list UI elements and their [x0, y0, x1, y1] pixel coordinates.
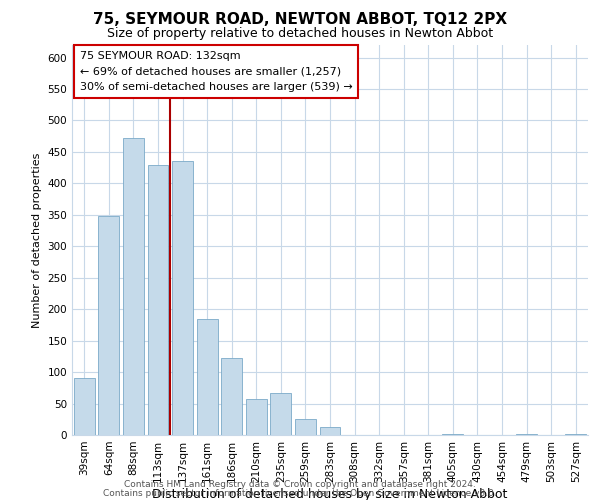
- Bar: [123, 138, 144, 435]
- Bar: [148, 164, 169, 435]
- Bar: [271, 393, 292, 435]
- Text: Contains HM Land Registry data © Crown copyright and database right 2024.: Contains HM Land Registry data © Crown c…: [124, 480, 476, 489]
- Bar: [442, 434, 463, 435]
- Bar: [172, 162, 193, 435]
- Text: Size of property relative to detached houses in Newton Abbot: Size of property relative to detached ho…: [107, 28, 493, 40]
- Bar: [320, 428, 340, 435]
- X-axis label: Distribution of detached houses by size in Newton Abbot: Distribution of detached houses by size …: [152, 488, 508, 500]
- Y-axis label: Number of detached properties: Number of detached properties: [32, 152, 42, 328]
- Text: Contains public sector information licensed under the Open Government Licence v3: Contains public sector information licen…: [103, 488, 497, 498]
- Bar: [516, 434, 537, 435]
- Bar: [98, 216, 119, 435]
- Bar: [246, 399, 267, 435]
- Bar: [295, 420, 316, 435]
- Bar: [74, 378, 95, 435]
- Bar: [565, 434, 586, 435]
- Bar: [221, 358, 242, 435]
- Bar: [197, 318, 218, 435]
- Text: 75 SEYMOUR ROAD: 132sqm
← 69% of detached houses are smaller (1,257)
30% of semi: 75 SEYMOUR ROAD: 132sqm ← 69% of detache…: [80, 51, 352, 92]
- Text: 75, SEYMOUR ROAD, NEWTON ABBOT, TQ12 2PX: 75, SEYMOUR ROAD, NEWTON ABBOT, TQ12 2PX: [93, 12, 507, 28]
